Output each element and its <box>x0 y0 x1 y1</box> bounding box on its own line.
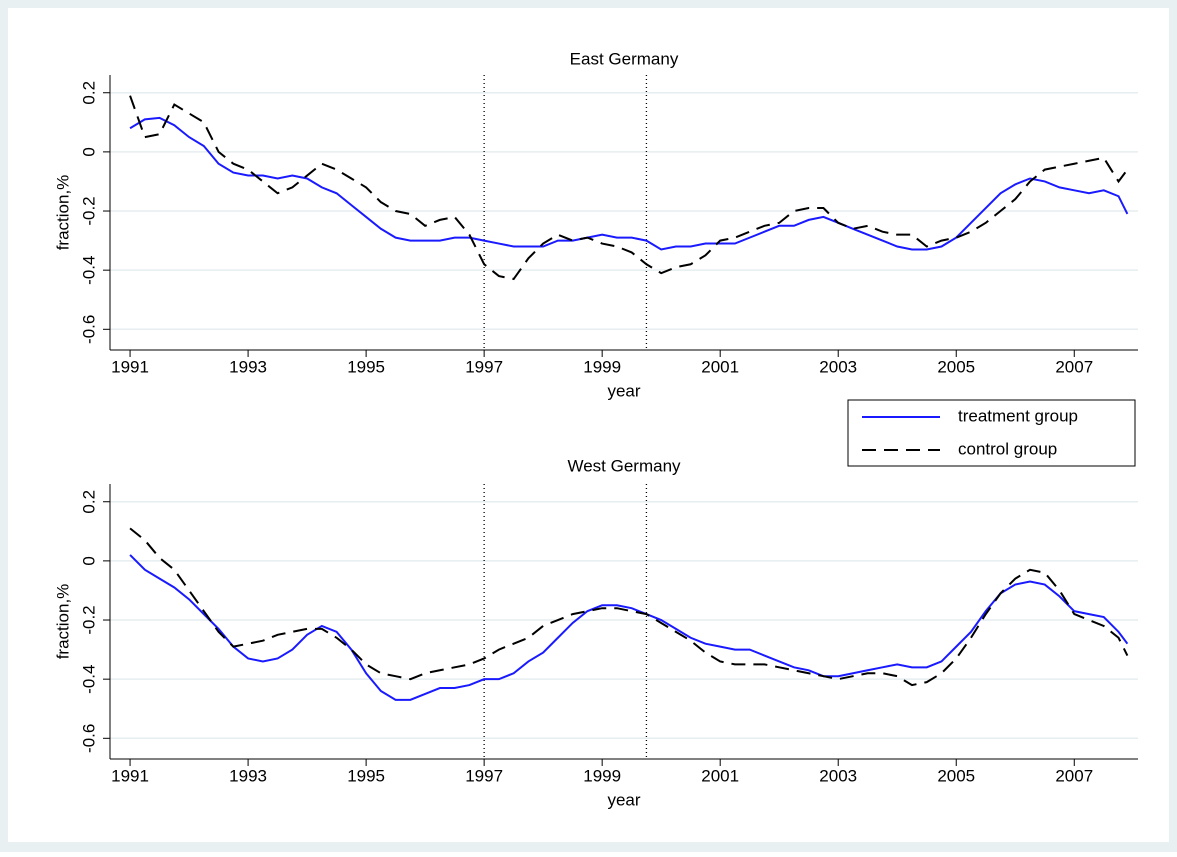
x-tick-label: 2001 <box>701 357 739 376</box>
x-axis-label: year <box>607 790 640 809</box>
y-tick-label: -0.4 <box>79 256 98 285</box>
y-tick-label: 0.2 <box>79 81 98 105</box>
x-tick-label: 1993 <box>229 766 267 785</box>
y-axis-label: fraction,% <box>53 584 72 660</box>
y-tick-label: -0.2 <box>79 196 98 225</box>
y-tick-label: -0.6 <box>79 724 98 753</box>
x-tick-label: 2007 <box>1055 357 1093 376</box>
legend-label: control group <box>958 439 1057 458</box>
x-tick-label: 1995 <box>347 766 385 785</box>
series-line <box>129 554 1129 701</box>
x-tick-label: 2007 <box>1055 766 1093 785</box>
series-line <box>129 95 1129 281</box>
y-tick-label: 0.2 <box>79 490 98 514</box>
y-tick-label: -0.6 <box>79 315 98 344</box>
x-tick-label: 2005 <box>937 357 975 376</box>
x-tick-label: 1999 <box>583 357 621 376</box>
series-line <box>129 116 1129 251</box>
y-tick-label: 0 <box>79 556 98 565</box>
x-axis-label: year <box>607 381 640 400</box>
y-tick-label: -0.2 <box>79 605 98 634</box>
x-tick-label: 2003 <box>819 357 857 376</box>
y-axis-label: fraction,% <box>53 175 72 251</box>
chart-title: West Germany <box>567 456 681 475</box>
x-tick-label: 2005 <box>937 766 975 785</box>
x-tick-label: 1997 <box>465 357 503 376</box>
x-tick-label: 2003 <box>819 766 857 785</box>
chart-title: East Germany <box>570 49 679 68</box>
x-tick-label: 1991 <box>111 766 149 785</box>
legend-label: treatment group <box>958 406 1078 425</box>
x-tick-label: 2001 <box>701 766 739 785</box>
legend-box <box>847 399 1136 467</box>
x-tick-label: 1993 <box>229 357 267 376</box>
x-tick-label: 1991 <box>111 357 149 376</box>
y-tick-label: 0 <box>79 147 98 156</box>
series-line <box>129 527 1129 687</box>
x-tick-label: 1999 <box>583 766 621 785</box>
x-tick-label: 1995 <box>347 357 385 376</box>
x-tick-label: 1997 <box>465 766 503 785</box>
y-tick-label: -0.4 <box>79 665 98 694</box>
